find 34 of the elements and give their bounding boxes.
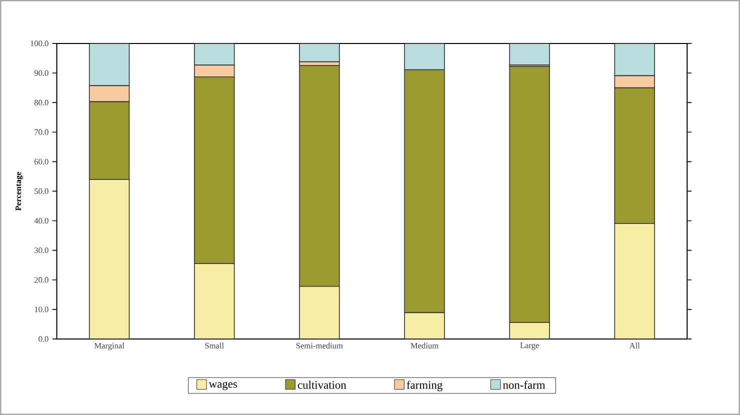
bar — [299, 286, 340, 339]
y-tick-label: 0.0 — [38, 336, 48, 342]
bar — [404, 312, 445, 339]
bar — [404, 44, 445, 70]
y-tick-label: 50.0 — [34, 188, 48, 194]
bar — [88, 179, 130, 339]
bar — [194, 44, 235, 66]
bar — [509, 44, 550, 66]
x-tick-label: Marginal — [94, 342, 124, 350]
legend-label: wages — [208, 382, 237, 390]
x-tick-label: All — [629, 342, 640, 348]
bar — [299, 44, 340, 62]
y-tick-label: 20.0 — [34, 277, 48, 283]
x-tick-label: Large — [520, 342, 539, 350]
y-tick-label: 100.0 — [30, 40, 48, 46]
y-tick-label: 60.0 — [34, 158, 48, 165]
y-axis-title: Percentage — [16, 172, 23, 211]
x-tick-label: Medium — [410, 342, 438, 349]
bar — [509, 322, 550, 339]
bar — [614, 44, 655, 76]
legend-label: farming — [406, 380, 442, 392]
y-tick-label: 10.0 — [34, 306, 48, 312]
y-tick-label: 90.0 — [34, 70, 48, 76]
legend-label: non-farm — [503, 380, 546, 389]
bar — [194, 263, 235, 339]
y-tick-label: 30.0 — [34, 248, 48, 254]
y-tick-label: 80.0 — [34, 100, 48, 106]
legend-label: cultivation — [298, 380, 346, 389]
x-tick-label: Small — [205, 342, 224, 349]
y-tick-label: 70.0 — [34, 129, 48, 135]
bar — [614, 223, 655, 339]
x-tick-label: Semi-medium — [296, 342, 343, 349]
bar — [88, 44, 130, 86]
y-tick-label: 40.0 — [34, 218, 48, 224]
